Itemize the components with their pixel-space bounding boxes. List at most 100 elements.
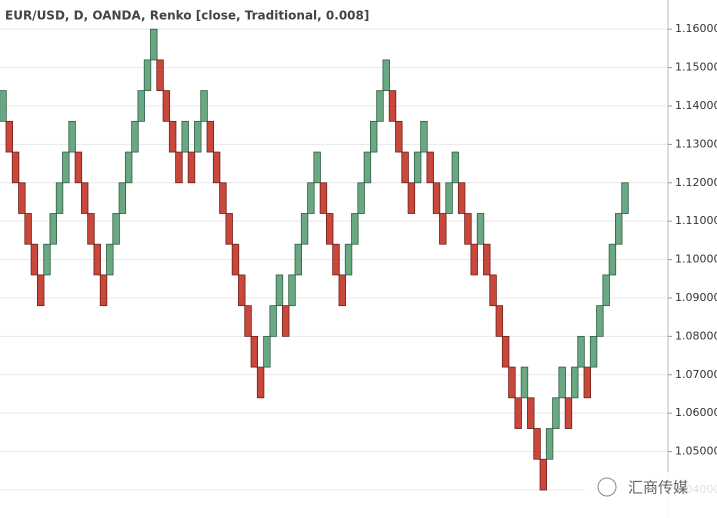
renko-brick bbox=[483, 243, 491, 276]
renko-brick bbox=[363, 151, 372, 184]
renko-brick bbox=[495, 305, 504, 337]
renko-brick bbox=[307, 182, 315, 214]
renko-brick bbox=[93, 243, 101, 276]
y-tick-label: 1.12000 bbox=[675, 176, 717, 189]
renko-brick bbox=[212, 151, 221, 184]
renko-brick bbox=[583, 366, 592, 399]
renko-brick bbox=[99, 274, 108, 307]
renko-brick bbox=[413, 151, 422, 184]
y-tick-label: 1.14000 bbox=[675, 99, 717, 112]
renko-brick bbox=[514, 397, 522, 429]
renko-brick bbox=[55, 182, 64, 214]
renko-brick bbox=[11, 151, 20, 184]
renko-brick bbox=[131, 120, 139, 153]
renko-brick bbox=[187, 151, 196, 184]
renko-brick bbox=[451, 151, 460, 184]
renko-brick bbox=[156, 59, 164, 92]
renko-brick bbox=[49, 213, 57, 245]
renko-brick bbox=[445, 182, 453, 214]
renko-brick bbox=[401, 151, 409, 184]
renko-brick bbox=[106, 243, 114, 276]
renko-brick bbox=[470, 243, 478, 276]
renko-brick bbox=[426, 151, 434, 184]
renko-brick bbox=[269, 305, 277, 337]
renko-brick bbox=[608, 243, 617, 276]
renko-brick bbox=[300, 213, 309, 245]
renko-brick bbox=[388, 90, 397, 122]
chart-title: EUR/USD, D, OANDA, Renko [close, Traditi… bbox=[5, 9, 369, 23]
renko-brick bbox=[489, 274, 497, 307]
renko-brick bbox=[137, 90, 145, 122]
y-tick-label: 1.09000 bbox=[675, 291, 717, 304]
renko-brick bbox=[338, 274, 346, 307]
renko-brick bbox=[162, 90, 171, 122]
renko-brick bbox=[545, 428, 554, 460]
y-tick-label: 1.07000 bbox=[675, 368, 717, 381]
renko-brick bbox=[30, 243, 39, 276]
renko-brick bbox=[80, 182, 89, 214]
renko-brick bbox=[589, 335, 598, 368]
y-tick-label: 1.16000 bbox=[675, 22, 717, 35]
renko-brick bbox=[112, 213, 120, 245]
renko-brick bbox=[395, 120, 403, 153]
renko-brick bbox=[294, 243, 302, 276]
renko-brick bbox=[319, 182, 328, 214]
y-tick-label: 1.11000 bbox=[675, 214, 717, 227]
renko-brick bbox=[571, 366, 579, 399]
renko-brick bbox=[143, 59, 152, 92]
y-tick-label: 1.08000 bbox=[675, 329, 717, 342]
renko-brick bbox=[326, 213, 334, 245]
watermark: 汇商传媒 bbox=[628, 479, 688, 497]
renko-brick bbox=[118, 182, 127, 214]
renko-brick bbox=[457, 182, 466, 214]
renko-brick bbox=[501, 335, 510, 368]
renko-brick bbox=[74, 151, 83, 184]
y-tick-label: 1.13000 bbox=[675, 137, 717, 150]
renko-brick bbox=[476, 213, 485, 245]
renko-brick bbox=[376, 90, 384, 122]
renko-brick bbox=[577, 335, 585, 368]
renko-brick bbox=[263, 335, 271, 368]
renko-brick bbox=[244, 305, 252, 337]
renko-brick bbox=[564, 397, 573, 429]
renko-brick bbox=[558, 366, 566, 399]
renko-brick bbox=[168, 120, 177, 153]
renko-brick bbox=[369, 120, 378, 153]
renko-brick bbox=[5, 120, 13, 153]
renko-brick bbox=[539, 458, 548, 491]
renko-brick bbox=[62, 151, 70, 184]
renko-brick bbox=[282, 305, 290, 337]
renko-brick bbox=[615, 213, 623, 245]
title-background bbox=[0, 4, 342, 26]
renko-brick bbox=[24, 213, 32, 245]
renko-brick bbox=[43, 243, 51, 276]
renko-brick bbox=[200, 90, 208, 122]
renko-brick bbox=[181, 120, 189, 153]
renko-brick bbox=[351, 213, 359, 245]
renko-brick bbox=[175, 151, 183, 184]
renko-brick bbox=[36, 274, 45, 307]
renko-brick bbox=[18, 182, 26, 214]
watermark-icon bbox=[597, 477, 617, 497]
watermark-background bbox=[585, 472, 717, 518]
renko-brick bbox=[596, 305, 604, 337]
y-tick-label: 1.10000 bbox=[675, 253, 717, 266]
renko-brick bbox=[68, 120, 76, 153]
renko-brick bbox=[357, 182, 365, 214]
renko-brick bbox=[527, 397, 535, 429]
renko-brick bbox=[275, 274, 284, 307]
renko-brick bbox=[520, 366, 529, 399]
renko-brick bbox=[194, 120, 202, 153]
renko-brick bbox=[407, 182, 416, 214]
renko-brick bbox=[231, 243, 240, 276]
renko-brick bbox=[0, 90, 7, 122]
renko-brick bbox=[621, 182, 629, 214]
renko-brick bbox=[420, 120, 428, 153]
renko-brick bbox=[382, 59, 390, 92]
renko-brick bbox=[464, 213, 472, 245]
renko-brick bbox=[150, 28, 158, 61]
y-tick-label: 1.05000 bbox=[675, 445, 717, 458]
renko-brick bbox=[439, 213, 447, 245]
renko-brick bbox=[219, 182, 227, 214]
